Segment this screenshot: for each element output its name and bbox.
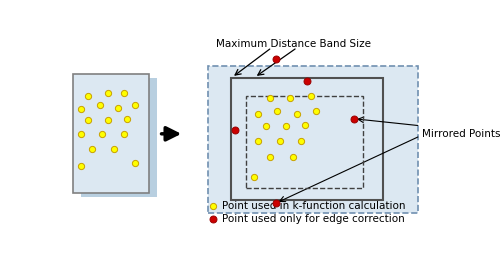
- Bar: [208, 67, 418, 213]
- Text: Mirrored Points: Mirrored Points: [422, 129, 501, 139]
- Bar: [73, 74, 149, 193]
- Bar: [246, 96, 363, 188]
- Text: Point used only for edge correction: Point used only for edge correction: [222, 214, 405, 224]
- Bar: [81, 78, 157, 197]
- Text: Point used in k-function calculation: Point used in k-function calculation: [222, 201, 406, 211]
- Text: Maximum Distance Band Size: Maximum Distance Band Size: [216, 39, 371, 49]
- Bar: [231, 78, 384, 200]
